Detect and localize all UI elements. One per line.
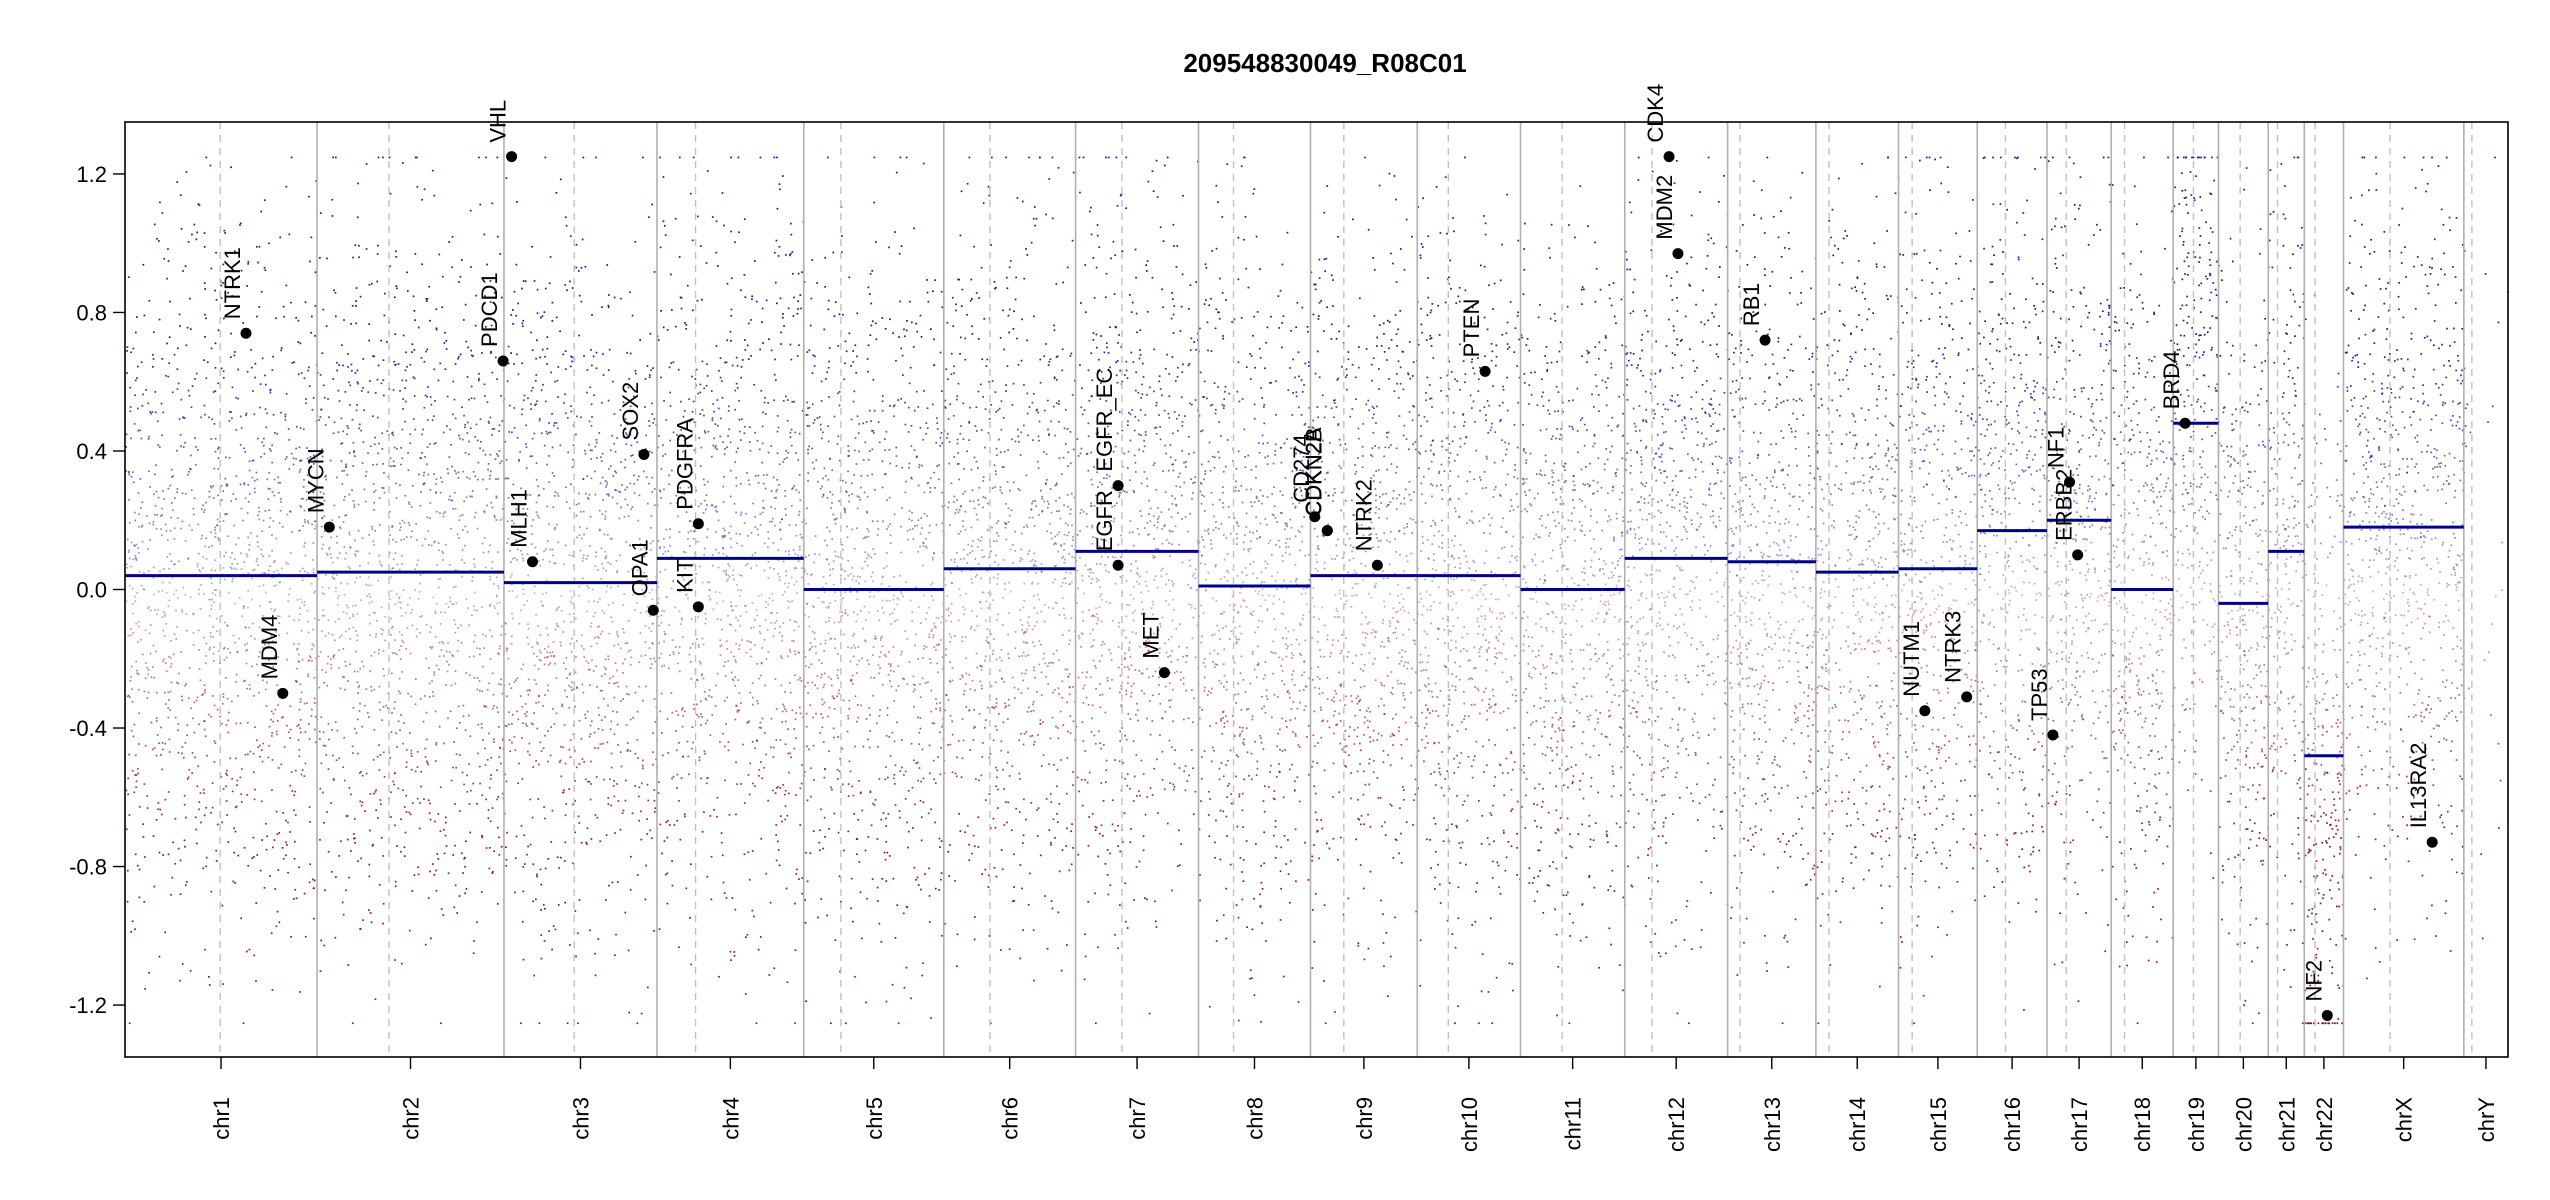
x-tick-label-chr10: chr10	[1457, 1097, 1482, 1152]
y-tick-label: 0.0	[76, 578, 107, 603]
gene-label-MDM4: MDM4	[257, 615, 282, 680]
x-tick-label-chr21: chr21	[2274, 1097, 2299, 1152]
gene-label-EGFR_EC: EGFR_EC	[1092, 368, 1117, 472]
gene-label-SOX2: SOX2	[618, 382, 643, 441]
gene-label-PTEN: PTEN	[1459, 299, 1484, 358]
gene-point-IL13RA2	[2427, 837, 2438, 848]
gene-label-IL13RA2: IL13RA2	[2406, 743, 2431, 829]
chart-title: 209548830049_R08C01	[1183, 48, 1466, 78]
x-tick-label-chr7: chr7	[1125, 1097, 1150, 1140]
gene-label-NTRK3: NTRK3	[1941, 611, 1966, 683]
gene-point-RB1	[1760, 335, 1771, 346]
cnv-plot: 209548830049_R08C01 NTRK1MDM4MYCNPDCD1VH…	[0, 0, 2550, 1200]
y-axis: -1.2 -0.8 -0.4 0.0 0.4 0.8 1.2	[69, 162, 125, 1018]
gene-label-BRD4: BRD4	[2159, 351, 2184, 410]
gene-point-CDK4	[1664, 151, 1675, 162]
gene-point-PDGFRA	[693, 518, 704, 529]
gene-point-MET	[1159, 667, 1170, 678]
gene-label-KIT: KIT	[672, 559, 697, 593]
x-tick-label-chr3: chr3	[568, 1097, 593, 1140]
x-tick-label-chrX: chrX	[2392, 1097, 2417, 1143]
x-tick-label-chr8: chr8	[1242, 1097, 1267, 1140]
gene-label-MLH1: MLH1	[507, 489, 532, 548]
gene-label-RB1: RB1	[1739, 283, 1764, 326]
x-tick-label-chr4: chr4	[718, 1097, 743, 1140]
gene-point-NTRK2	[1372, 560, 1383, 571]
y-tick-label: 1.2	[76, 162, 107, 187]
x-tick-label-chr5: chr5	[862, 1097, 887, 1140]
gene-point-EGFR_EC	[1113, 480, 1124, 491]
x-tick-label-chr12: chr12	[1664, 1097, 1689, 1152]
gene-point-PDCD1	[498, 355, 509, 366]
y-tick-label: -1.2	[69, 993, 107, 1018]
gene-point-NF1	[2064, 477, 2075, 488]
gene-annotations: NTRK1MDM4MYCNPDCD1VHLMLH1SOX2OPA1PDGFRAK…	[220, 84, 2438, 1021]
gene-point-KIT	[693, 601, 704, 612]
gene-point-NTRK3	[1961, 691, 1972, 702]
x-tick-label-chr19: chr19	[2184, 1097, 2209, 1152]
gene-point-NF2	[2322, 1010, 2333, 1021]
gene-point-NUTM1	[1919, 705, 1930, 716]
gene-label-TP53: TP53	[2027, 668, 2052, 721]
gene-point-ERBB2	[2072, 549, 2083, 560]
gene-label-NUTM1: NUTM1	[1899, 621, 1924, 697]
gene-point-NTRK1	[240, 328, 251, 339]
gene-point-MLH1	[527, 556, 538, 567]
gene-point-CDKN2B	[1322, 525, 1333, 536]
x-tick-label-chr14: chr14	[1845, 1097, 1870, 1152]
gene-point-MDM2	[1672, 248, 1683, 259]
gene-label-MYCN: MYCN	[303, 448, 328, 513]
gene-label-NTRK1: NTRK1	[220, 247, 245, 319]
gene-label-PDGFRA: PDGFRA	[672, 418, 697, 510]
gene-label-EGFR: EGFR	[1092, 490, 1117, 551]
gene-point-VHL	[506, 151, 517, 162]
x-tick-label-chr16: chr16	[2000, 1097, 2025, 1152]
gene-label-CDKN2B: CDKN2B	[1301, 427, 1326, 516]
y-tick-label: 0.4	[76, 439, 107, 464]
gene-label-CDK4: CDK4	[1643, 84, 1668, 143]
gene-label-PDCD1: PDCD1	[477, 272, 502, 347]
gene-point-BRD4	[2180, 418, 2191, 429]
x-tick-label-chr2: chr2	[399, 1097, 424, 1140]
y-tick-label: -0.4	[69, 716, 107, 741]
x-tick-label-chr20: chr20	[2231, 1097, 2256, 1152]
x-axis: chr1 chr2 chr3 chr4 chr5 chr6 chr7 chr8 chr9 chr1…	[209, 1057, 2499, 1152]
gene-label-MDM2: MDM2	[1652, 175, 1677, 240]
gene-label-MET: MET	[1138, 612, 1163, 658]
x-tick-label-chr1: chr1	[209, 1097, 234, 1140]
gene-point-TP53	[2047, 729, 2058, 740]
y-tick-label: -0.8	[69, 855, 107, 880]
gene-point-MYCN	[324, 522, 335, 533]
x-tick-label-chr11: chr11	[1561, 1097, 1586, 1150]
x-tick-label-chr13: chr13	[1760, 1097, 1785, 1152]
x-tick-label-chr18: chr18	[2130, 1097, 2155, 1152]
gene-point-MDM4	[277, 688, 288, 699]
gene-label-NF1: NF1	[2044, 427, 2069, 469]
y-tick-label: 0.8	[76, 300, 107, 325]
gene-point-OPA1	[648, 605, 659, 616]
gene-label-OPA1: OPA1	[627, 539, 652, 596]
gene-label-NF2: NF2	[2301, 960, 2326, 1002]
gene-label-NTRK2: NTRK2	[1351, 479, 1376, 551]
x-tick-label-chr9: chr9	[1352, 1097, 1377, 1140]
gene-point-PTEN	[1480, 366, 1491, 377]
x-tick-label-chr15: chr15	[1926, 1097, 1951, 1152]
gene-point-SOX2	[638, 449, 649, 460]
x-tick-label-chr22: chr22	[2312, 1097, 2337, 1152]
x-tick-label-chrY: chrY	[2474, 1097, 2499, 1143]
x-tick-label-chr6: chr6	[998, 1097, 1023, 1140]
x-tick-label-chr17: chr17	[2067, 1097, 2092, 1152]
gene-point-EGFR	[1113, 560, 1124, 571]
